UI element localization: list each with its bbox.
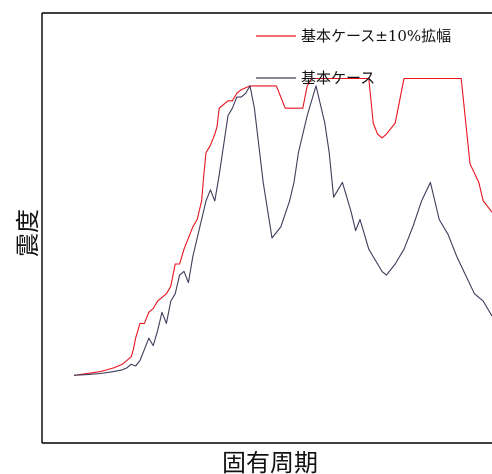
series-line-2: [73, 85, 492, 376]
y-axis-label: 震度: [14, 209, 42, 257]
series-layer: [73, 77, 492, 376]
legend: 基本ケース±10%拡幅 基本ケース: [256, 27, 451, 87]
x-axis-label: 固有周期: [222, 449, 318, 474]
plot-frame: [41, 12, 492, 444]
legend-label-series-1: 基本ケース±10%拡幅: [301, 27, 451, 45]
series-line-1: [73, 77, 492, 376]
legend-label-series-2: 基本ケース: [301, 69, 375, 87]
